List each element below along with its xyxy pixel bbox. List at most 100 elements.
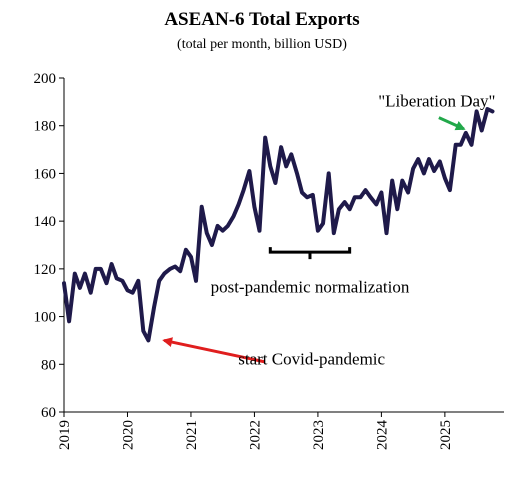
normalization-label: post-pandemic normalization <box>211 277 410 296</box>
data-point <box>464 131 467 134</box>
data-point <box>306 196 309 199</box>
data-point <box>322 222 324 225</box>
y-tick-label: 140 <box>34 214 57 230</box>
data-point <box>110 263 113 266</box>
data-point <box>195 279 197 282</box>
data-point <box>147 339 150 342</box>
data-point <box>327 172 330 175</box>
chart-title: ASEAN-6 Total Exports <box>164 9 359 30</box>
y-tick-label: 60 <box>41 405 56 421</box>
data-point <box>158 279 161 282</box>
data-point <box>316 229 319 232</box>
liberation-day-label: "Liberation Day" <box>378 92 495 111</box>
data-point <box>428 158 430 161</box>
data-point <box>470 143 473 146</box>
y-tick-label: 200 <box>34 71 57 87</box>
x-axis-ticks: 2019 2020 2021 2022 2023 2024 2025 <box>57 412 454 450</box>
data-point <box>221 229 224 232</box>
data-point <box>375 203 378 206</box>
data-point <box>443 177 446 180</box>
data-point <box>242 189 245 192</box>
data-point <box>237 203 240 206</box>
data-point <box>174 265 177 268</box>
data-point <box>142 329 145 332</box>
x-tick-label: 2023 <box>311 420 327 450</box>
data-point <box>459 143 462 146</box>
data-point <box>269 165 272 168</box>
data-point <box>491 110 494 113</box>
data-point <box>438 160 441 163</box>
data-point <box>301 191 303 194</box>
data-point <box>68 320 71 323</box>
data-point <box>115 277 118 280</box>
data-point <box>126 289 129 292</box>
data-point <box>417 158 420 161</box>
data-point <box>364 189 367 192</box>
data-point <box>480 129 483 132</box>
covid-arrow <box>162 337 265 364</box>
data-point <box>448 189 451 192</box>
data-point <box>433 170 436 172</box>
data-point <box>380 191 383 194</box>
data-point <box>184 248 187 251</box>
series-line-exports <box>62 107 495 343</box>
data-point <box>343 201 346 204</box>
data-point <box>200 205 203 208</box>
data-point <box>179 270 182 273</box>
y-tick-label: 80 <box>41 357 56 373</box>
data-point <box>359 196 362 199</box>
data-point <box>94 267 97 270</box>
data-point <box>232 215 235 218</box>
data-point <box>63 282 65 285</box>
data-point <box>253 205 256 208</box>
data-point <box>258 229 261 232</box>
data-point <box>131 291 134 294</box>
data-point <box>105 282 108 285</box>
data-point <box>274 182 277 184</box>
data-point <box>454 143 457 146</box>
data-point <box>475 110 478 113</box>
y-tick-label: 120 <box>34 262 57 278</box>
data-point <box>137 279 140 282</box>
data-point <box>78 286 81 289</box>
x-tick-label: 2021 <box>184 420 200 450</box>
liberation-day-arrow <box>438 116 466 131</box>
data-point <box>190 255 192 258</box>
data-point <box>369 196 372 199</box>
y-axis-ticks: 60 80 100 120 140 160 180 200 <box>34 71 64 421</box>
x-tick-label: 2025 <box>438 420 454 450</box>
data-point <box>248 170 251 172</box>
data-point <box>73 272 76 275</box>
data-point <box>210 244 213 246</box>
covid-label: start Covid-pandemic <box>238 350 385 369</box>
data-point <box>121 279 124 282</box>
data-point <box>337 208 340 211</box>
data-point <box>290 153 293 156</box>
data-point <box>89 291 92 294</box>
y-tick-label: 160 <box>34 166 57 182</box>
data-point <box>407 191 410 194</box>
data-point <box>83 272 86 275</box>
x-tick-label: 2019 <box>57 420 73 450</box>
data-point <box>296 172 298 175</box>
y-tick-label: 180 <box>34 119 57 135</box>
data-point <box>99 267 102 270</box>
data-point <box>391 179 394 182</box>
data-point <box>401 179 404 182</box>
chart-subtitle: (total per month, billion USD) <box>177 37 347 52</box>
data-point <box>385 232 388 235</box>
data-point <box>205 232 208 235</box>
data-point <box>348 208 351 211</box>
data-point <box>226 224 229 227</box>
data-point <box>153 306 156 308</box>
data-point <box>280 146 283 149</box>
data-point <box>169 267 171 270</box>
data-point <box>163 272 166 275</box>
data-point <box>216 224 219 227</box>
data-point <box>412 167 415 170</box>
y-tick-label: 100 <box>34 310 57 326</box>
data-point <box>311 193 314 196</box>
normalization-bracket <box>268 247 352 260</box>
data-point <box>332 232 335 235</box>
data-point <box>264 136 267 139</box>
